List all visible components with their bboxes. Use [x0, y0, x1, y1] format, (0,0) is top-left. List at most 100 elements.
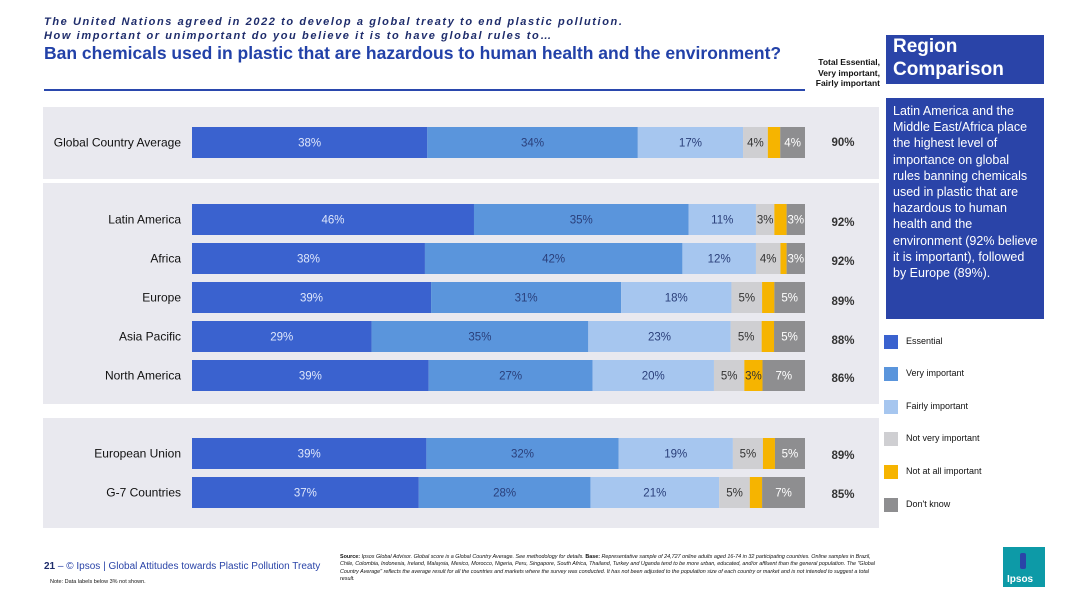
- legend-swatch: [884, 465, 898, 479]
- source-label: Source:: [340, 554, 361, 560]
- bar-value-label: 39%: [299, 371, 322, 383]
- title-underline: [44, 89, 805, 91]
- bar-value-label: 5%: [781, 332, 798, 344]
- bar-segment: [713, 360, 745, 391]
- bar-value-label: 32%: [511, 449, 534, 461]
- bar-value-label: 17%: [679, 138, 702, 150]
- bar-segment: [762, 438, 775, 469]
- bar-segment: [774, 282, 805, 313]
- bar-segment: [761, 321, 775, 352]
- bar-segment: [744, 360, 763, 391]
- bar-value-label: 3%: [787, 215, 804, 227]
- chart-title: Ban chemicals used in plastic that are h…: [44, 43, 782, 63]
- total-header-line-3: Fairly important: [815, 78, 880, 88]
- bar-segment: [192, 127, 428, 158]
- legend-swatch: [884, 432, 898, 446]
- row-total: 86%: [831, 373, 854, 385]
- bar-value-label: 3%: [787, 254, 804, 266]
- bar-segment: [192, 477, 419, 508]
- bar-value-label: 34%: [521, 138, 544, 150]
- row-total: 89%: [831, 450, 854, 462]
- bar-value-label: 29%: [270, 332, 293, 344]
- bar-value-label: 46%: [321, 215, 344, 227]
- subtitle-line-2: How important or unimportant do you beli…: [44, 30, 553, 42]
- row-label: G-7 Countries: [106, 486, 181, 500]
- bar-segment: [418, 477, 591, 508]
- bar-segment: [427, 127, 638, 158]
- row-total: 89%: [831, 296, 854, 308]
- bar-segment: [428, 360, 593, 391]
- bar-segment: [774, 321, 805, 352]
- legend-label: Don't know: [906, 499, 951, 509]
- base-body: Representative sample of 24,727 online a…: [340, 554, 875, 583]
- bar-value-label: 5%: [738, 293, 755, 305]
- row-label: European Union: [94, 447, 181, 461]
- bar-segment: [767, 127, 781, 158]
- row-label: North America: [105, 369, 181, 383]
- insight-description: Latin America and the Middle East/Africa…: [886, 98, 1044, 319]
- bar-value-label: 28%: [493, 488, 516, 500]
- bar-segment: [473, 204, 689, 235]
- bar-segment: [192, 321, 372, 352]
- subtitle-line-1: The United Nations agreed in 2022 to dev…: [44, 16, 624, 28]
- bar-segment: [588, 321, 731, 352]
- legend-swatch: [884, 367, 898, 381]
- legend-label: Not very important: [906, 433, 980, 443]
- bar-segment: [426, 438, 619, 469]
- total-header-line-2: Very important,: [818, 67, 880, 78]
- row-label: Asia Pacific: [119, 330, 181, 344]
- bar-segment: [762, 360, 805, 391]
- bar-segment: [192, 204, 474, 235]
- bar-value-label: 39%: [300, 293, 323, 305]
- bar-segment: [192, 438, 427, 469]
- bar-segment: [730, 321, 762, 352]
- bar-value-label: 4%: [784, 138, 801, 150]
- legend-label: Fairly important: [906, 401, 969, 411]
- bar-segment: [192, 360, 429, 391]
- bar-value-label: 27%: [499, 371, 522, 383]
- page-number: 21: [44, 561, 56, 572]
- bar-value-label: 4%: [747, 138, 764, 150]
- footer-source-title: © Ipsos | Global Attitudes towards Plast…: [66, 561, 321, 572]
- row-total: 85%: [831, 489, 854, 501]
- total-column-header: Total Essential, Very important, Fairly …: [808, 57, 880, 89]
- row-label: Africa: [150, 252, 181, 266]
- bar-value-label: 3%: [757, 215, 774, 227]
- bar-segment: [749, 477, 763, 508]
- ipsos-logo-text: Ipsos: [1007, 574, 1034, 585]
- bar-segment: [590, 477, 720, 508]
- bar-segment: [755, 204, 775, 235]
- bar-segment: [774, 204, 787, 235]
- bar-segment: [774, 438, 805, 469]
- bar-value-label: 4%: [760, 254, 777, 266]
- bar-value-label: 18%: [665, 293, 688, 305]
- bar-segment: [755, 243, 781, 274]
- bar-segment: [192, 243, 425, 274]
- bar-value-label: 5%: [721, 371, 738, 383]
- bar-value-label: 38%: [298, 138, 321, 150]
- bar-value-label: 19%: [664, 449, 687, 461]
- bar-value-label: 35%: [570, 215, 593, 227]
- bar-segment: [731, 282, 763, 313]
- bar-segment: [371, 321, 589, 352]
- legend-label: Essential: [906, 336, 943, 346]
- bar-segment: [192, 282, 432, 313]
- bar-segment: [621, 282, 732, 313]
- row-label: Global Country Average: [54, 136, 182, 150]
- bar-segment: [682, 243, 756, 274]
- bar-value-label: 7%: [775, 371, 792, 383]
- ipsos-logo: Ipsos: [1003, 547, 1045, 587]
- bar-segment: [786, 243, 805, 274]
- bar-segment: [762, 282, 775, 313]
- bar-segment: [780, 243, 787, 274]
- legend-label: Very important: [906, 368, 965, 378]
- panel-groups: [43, 418, 879, 528]
- bar-segment: [592, 360, 714, 391]
- bar-value-label: 31%: [515, 293, 538, 305]
- row-total: 92%: [831, 217, 854, 229]
- total-header-line-1: Total Essential,: [818, 57, 880, 67]
- footer-note: Note: Data labels below 3% not shown.: [50, 579, 146, 585]
- row-total: 92%: [831, 256, 854, 268]
- bar-value-label: 5%: [738, 332, 755, 344]
